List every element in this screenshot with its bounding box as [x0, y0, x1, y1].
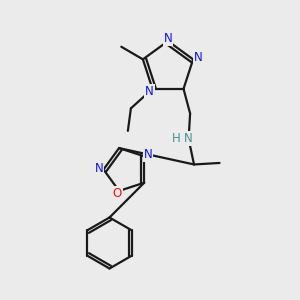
- Text: N: N: [144, 148, 153, 161]
- Text: O: O: [112, 187, 122, 200]
- Text: N: N: [184, 132, 193, 145]
- Text: N: N: [95, 161, 104, 175]
- Text: N: N: [145, 85, 154, 98]
- Text: N: N: [164, 32, 172, 45]
- Text: N: N: [194, 51, 202, 64]
- Text: H: H: [172, 132, 180, 145]
